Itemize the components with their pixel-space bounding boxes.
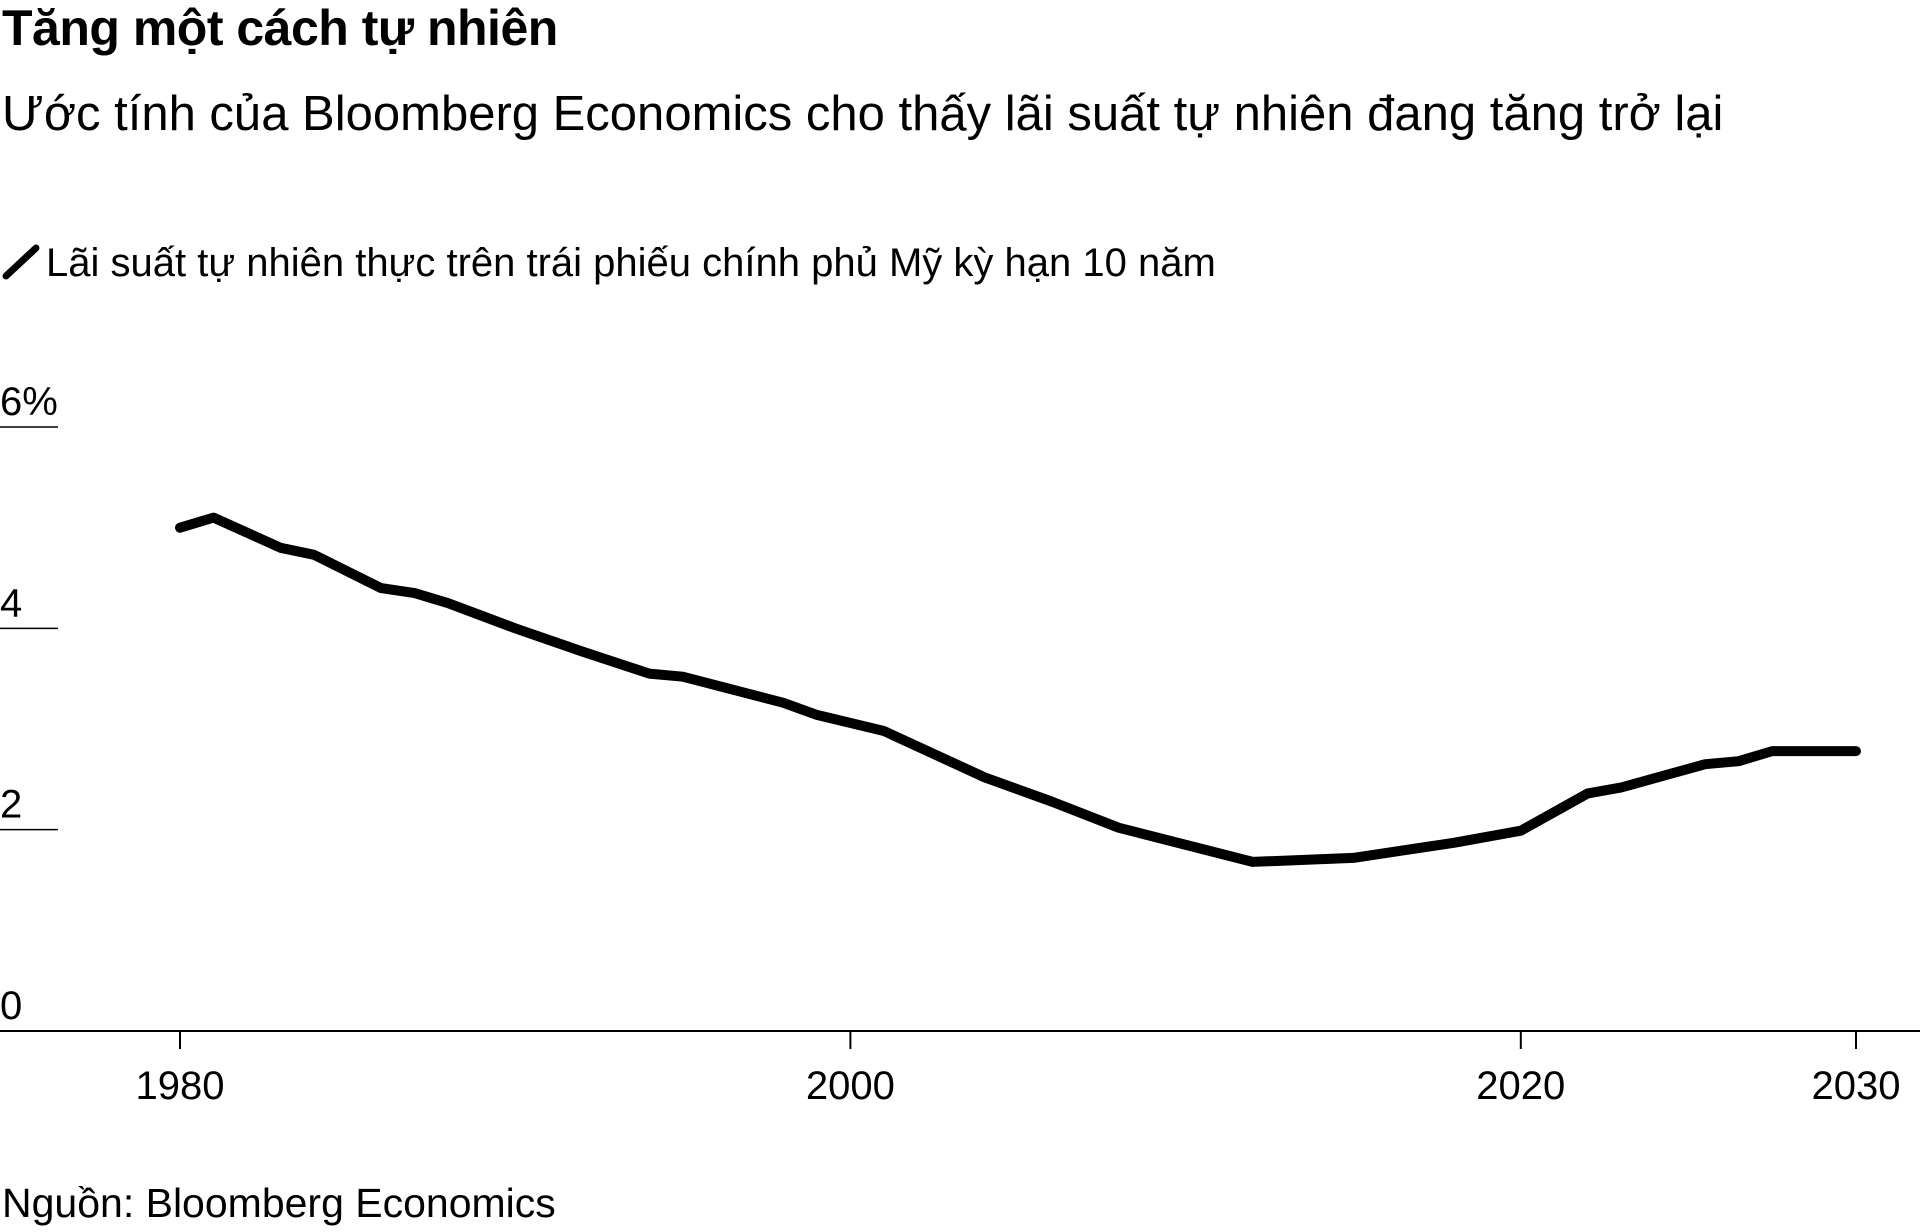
y-tick-label: 0 (0, 984, 22, 1028)
y-tick-label: 2 (0, 783, 22, 827)
x-tick-label: 2020 (1476, 1064, 1565, 1108)
x-axis: 1980 2000 2020 2030 (0, 1030, 1920, 1108)
line-swatch-icon (2, 244, 40, 280)
line-chart: 0 2 4 6% 1980 2000 2020 2030 (0, 380, 1920, 1108)
legend: Lãi suất tự nhiên thực trên trái phiếu c… (2, 238, 1216, 288)
plot-area (175, 512, 1861, 867)
chart-title: Tăng một cách tự nhiên (2, 0, 558, 56)
y-tick-label: 6% (0, 380, 58, 424)
legend-label: Lãi suất tự nhiên thực trên trái phiếu c… (46, 240, 1216, 285)
series-line (175, 512, 1861, 867)
x-tick-label: 2030 (1812, 1064, 1901, 1108)
y-axis: 0 2 4 6% (0, 380, 58, 1028)
x-tick-label: 1980 (136, 1064, 225, 1108)
chart-subtitle: Ước tính của Bloomberg Economics cho thấ… (2, 87, 1724, 141)
source-note: Nguồn: Bloomberg Economics (2, 1180, 556, 1226)
x-tick-label: 2000 (806, 1064, 895, 1108)
y-tick-label: 4 (0, 581, 22, 625)
